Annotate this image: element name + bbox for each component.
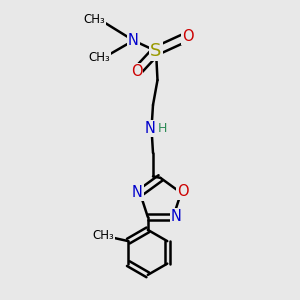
Text: CH₃: CH₃ [88, 51, 110, 64]
Text: CH₃: CH₃ [84, 13, 105, 26]
Text: N: N [128, 33, 139, 48]
Text: O: O [182, 29, 193, 44]
Text: O: O [131, 64, 142, 80]
Text: O: O [177, 184, 188, 199]
Text: CH₃: CH₃ [92, 229, 114, 242]
Text: N: N [171, 209, 182, 224]
Text: N: N [131, 185, 142, 200]
Text: N: N [145, 121, 155, 136]
Text: S: S [150, 42, 162, 60]
Text: H: H [158, 122, 168, 135]
